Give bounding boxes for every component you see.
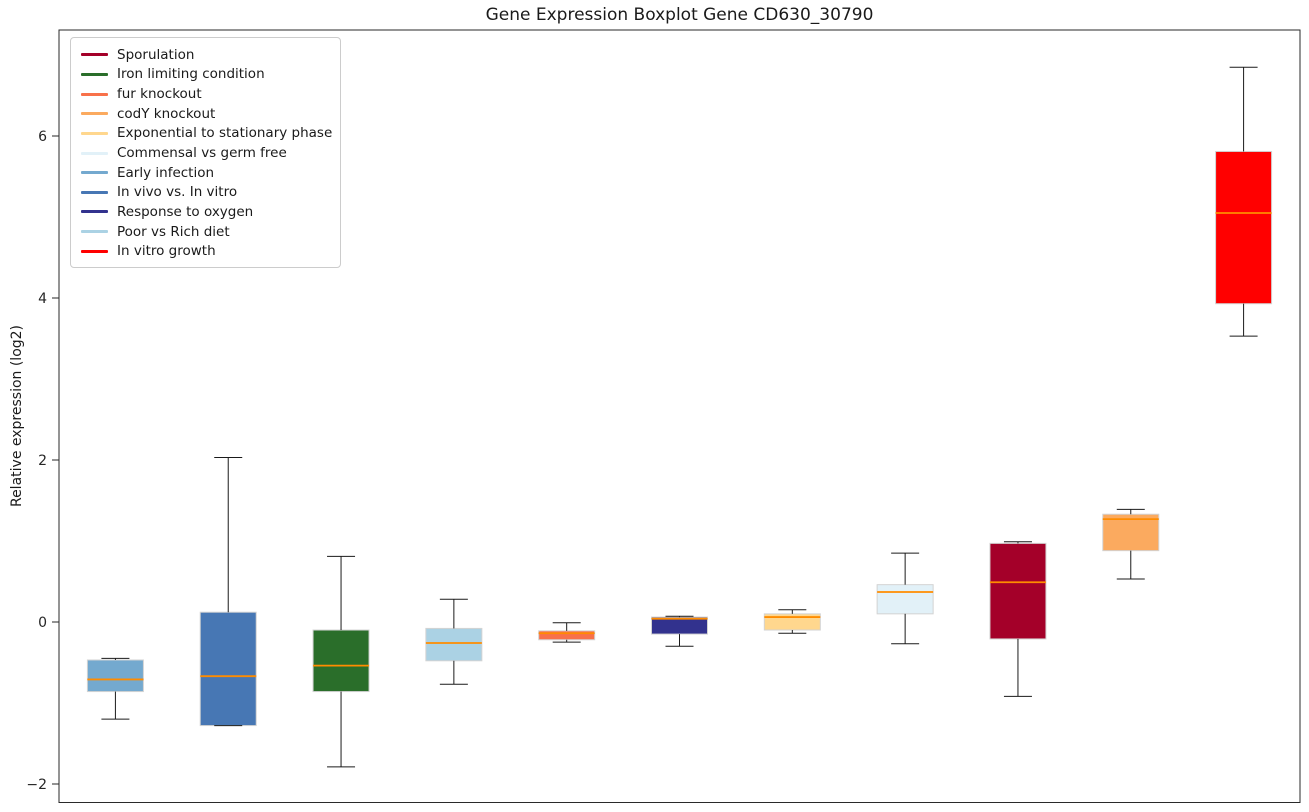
legend-swatch bbox=[81, 92, 108, 96]
box-5 bbox=[651, 616, 708, 635]
legend-item: Iron limiting condition bbox=[81, 65, 330, 85]
legend-item: Commensal vs germ free bbox=[81, 143, 330, 163]
legend-swatch bbox=[81, 249, 108, 253]
box-2 bbox=[312, 629, 370, 693]
legend-item: Response to oxygen bbox=[81, 202, 330, 222]
plot-spines bbox=[58, 29, 1301, 803]
legend-swatch bbox=[81, 72, 108, 76]
legend-item: Poor vs Rich diet bbox=[81, 222, 330, 242]
box-8 bbox=[989, 542, 1047, 640]
legend-swatch bbox=[81, 151, 108, 155]
box-10 bbox=[1215, 150, 1273, 305]
box-9 bbox=[1102, 513, 1160, 552]
legend-swatch bbox=[81, 171, 108, 175]
chart-title: Gene Expression Boxplot Gene CD630_30790 bbox=[485, 5, 874, 25]
legend-label: Response to oxygen bbox=[117, 203, 254, 220]
legend-label: Early infection bbox=[117, 164, 215, 181]
y-tick-label: 4 bbox=[38, 291, 47, 307]
box-0 bbox=[86, 659, 144, 693]
box-4 bbox=[538, 630, 596, 641]
legend-swatch bbox=[81, 112, 108, 116]
box-3 bbox=[425, 627, 483, 662]
legend-item: Exponential to stationary phase bbox=[81, 124, 333, 144]
box-1 bbox=[199, 611, 257, 727]
legend-label: codY knockout bbox=[117, 105, 216, 122]
legend-label: Sporulation bbox=[117, 46, 195, 63]
legend-item: Early infection bbox=[81, 163, 330, 183]
y-axis-label: Relative expression (log2) bbox=[9, 324, 25, 508]
legend-label: Poor vs Rich diet bbox=[117, 223, 230, 240]
legend-item: In vivo vs. In vitro bbox=[81, 182, 330, 202]
legend-label: In vivo vs. In vitro bbox=[117, 184, 238, 201]
legend-swatch bbox=[81, 230, 108, 234]
legend-label: Exponential to stationary phase bbox=[117, 125, 333, 142]
legend-label: Commensal vs germ free bbox=[117, 145, 287, 162]
legend-swatch bbox=[81, 131, 108, 135]
legend-swatch bbox=[81, 190, 108, 194]
legend: Sporulation Iron limiting condition fur kn… bbox=[70, 37, 341, 268]
legend-item: codY knockout bbox=[81, 104, 330, 124]
y-tick-label: 0 bbox=[38, 615, 47, 631]
y-tick-label: 2 bbox=[38, 453, 47, 469]
legend-item: Sporulation bbox=[81, 45, 330, 65]
legend-label: In vitro growth bbox=[117, 243, 216, 260]
y-tick-label: −2 bbox=[26, 777, 47, 793]
legend-label: fur knockout bbox=[117, 86, 202, 103]
box-7 bbox=[876, 584, 934, 615]
legend-swatch bbox=[81, 53, 108, 57]
legend-item: In vitro growth bbox=[81, 241, 330, 261]
legend-item: fur knockout bbox=[81, 84, 330, 104]
y-tick-label: 6 bbox=[38, 129, 47, 145]
legend-label: Iron limiting condition bbox=[117, 66, 265, 83]
legend-swatch bbox=[81, 210, 108, 214]
